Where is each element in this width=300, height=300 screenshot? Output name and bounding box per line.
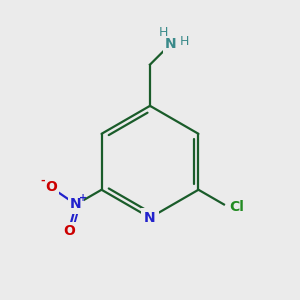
Text: O: O [45,180,57,194]
Text: +: + [79,193,88,203]
Text: H: H [159,26,168,39]
Text: H: H [180,35,189,48]
Text: N: N [165,37,176,51]
Text: O: O [63,224,75,238]
Text: -: - [40,175,45,185]
Text: N: N [144,211,156,225]
Text: Cl: Cl [229,200,244,214]
Text: N: N [70,197,82,212]
